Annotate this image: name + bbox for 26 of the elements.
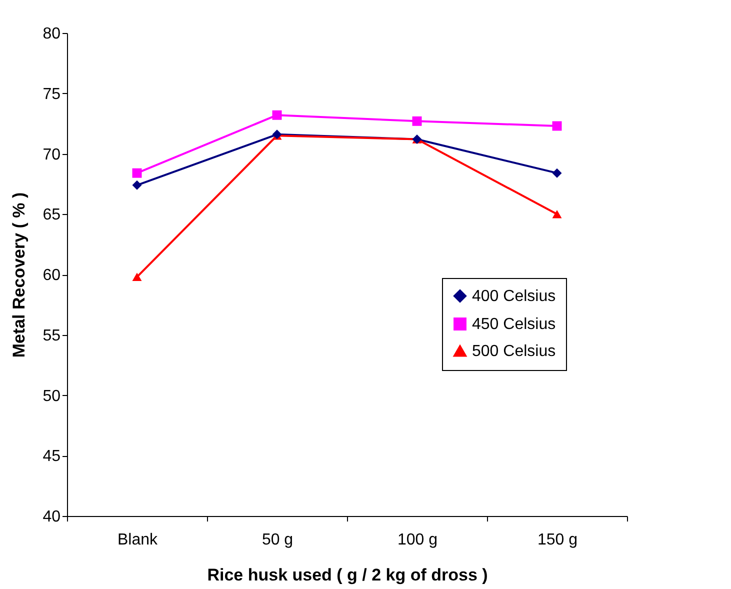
y-tick-label: 60 bbox=[42, 267, 61, 284]
point bbox=[272, 110, 282, 120]
point bbox=[412, 116, 422, 126]
legend-label: 500 Celsius bbox=[472, 343, 556, 360]
y-tick-label: 75 bbox=[42, 86, 61, 103]
x-tick-label: Blank bbox=[117, 532, 159, 548]
point bbox=[132, 272, 142, 282]
x-tick-label: 50 g bbox=[262, 532, 294, 548]
legend-label: 400 Celsius bbox=[472, 288, 556, 305]
point bbox=[132, 180, 142, 190]
point bbox=[552, 168, 562, 178]
x-axis-title: Rice husk used ( g / 2 kg of dross ) bbox=[207, 566, 488, 584]
x-tick-label: 150 g bbox=[537, 532, 578, 548]
point bbox=[552, 210, 562, 218]
point bbox=[132, 168, 142, 178]
y-tick-label: 65 bbox=[42, 206, 61, 224]
y-axis-title: Metal Recovery ( % ) bbox=[10, 192, 29, 358]
point bbox=[552, 121, 562, 131]
x-tick-label: 100 g bbox=[397, 532, 438, 548]
y-tick-label: 55 bbox=[42, 327, 61, 344]
y-tick-label: 70 bbox=[42, 146, 61, 164]
y-tick-label: 80 bbox=[42, 26, 61, 42]
legend-label: 450 Celsius bbox=[472, 316, 556, 333]
y-tick-label: 40 bbox=[42, 508, 61, 526]
y-tick-label: 45 bbox=[42, 448, 61, 466]
y-tick-label: 50 bbox=[42, 388, 61, 405]
